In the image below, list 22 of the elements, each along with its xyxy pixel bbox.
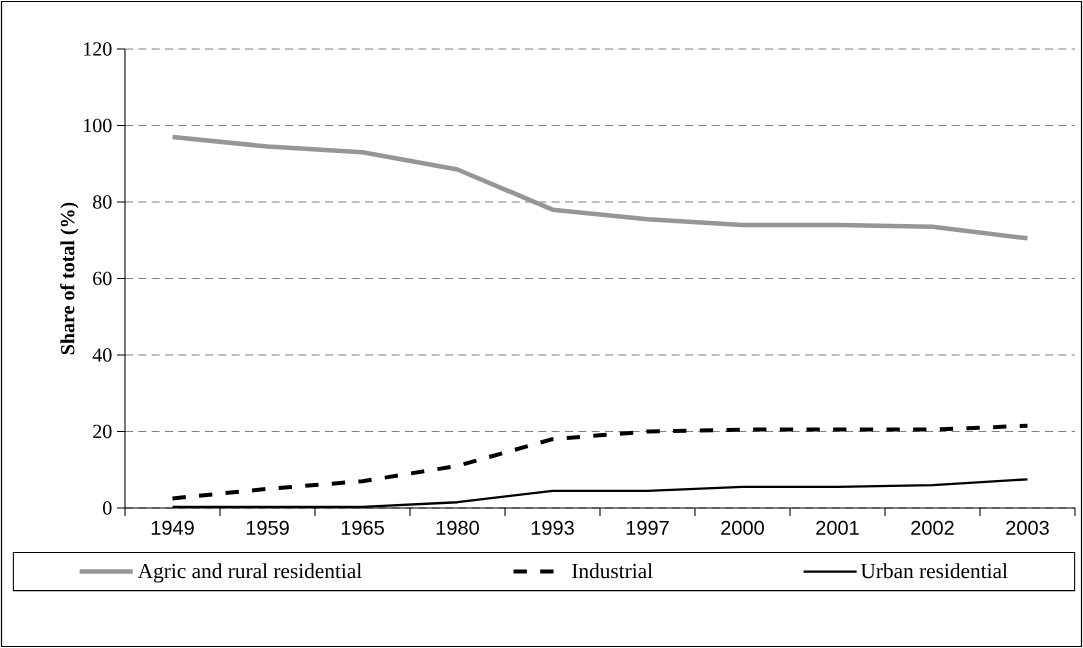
x-tick-label: 2003: [1006, 520, 1049, 535]
y-tick-label: 120: [84, 42, 112, 56]
x-tick-label: 2002: [911, 520, 954, 535]
x-tick-label: 1949: [151, 520, 194, 535]
x-tick-label: 1993: [531, 520, 574, 535]
x-tick-label: 2000: [721, 520, 764, 535]
x-tick-label: 1959: [246, 520, 289, 535]
x-tick-label: 2001: [816, 520, 859, 535]
x-tick-label: 1965: [341, 520, 384, 535]
y-tick-label: 80: [93, 195, 112, 209]
legend-label: Industrial: [572, 563, 653, 579]
legend-label: Agric and rural residential: [137, 563, 362, 583]
y-tick-label: 0: [103, 501, 112, 515]
legend-label: Urban residential: [860, 563, 1008, 579]
y-tick-label: 40: [92, 348, 112, 362]
y-tick-label: 20: [93, 424, 112, 439]
line-series: [170, 134, 1030, 241]
y-tick-label: 60: [93, 271, 112, 286]
x-tick-label: 1980: [436, 520, 479, 535]
y-tick-label: 100: [84, 118, 112, 133]
y-axis-title: Share of total (%): [60, 202, 79, 355]
x-tick-label: 1997: [626, 520, 669, 535]
